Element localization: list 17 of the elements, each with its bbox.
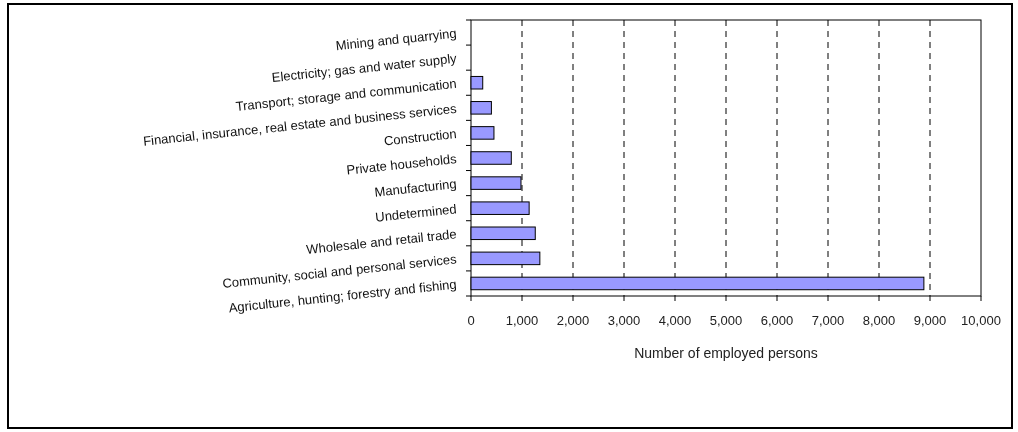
- y-tick-label: Mining and quarrying: [335, 25, 458, 54]
- y-tick-label: Manufacturing: [373, 176, 458, 200]
- x-tick-label: 10,000: [961, 313, 1001, 328]
- x-tick-label: 8,000: [862, 313, 896, 328]
- x-tick-label: 9,000: [913, 313, 947, 328]
- x-tick-label: 0: [467, 313, 475, 328]
- x-tick-label: 3,000: [607, 313, 641, 328]
- x-tick-label: 6,000: [760, 313, 794, 328]
- x-tick-label: 2,000: [556, 313, 590, 328]
- y-tick-label: Undetermined: [374, 201, 458, 225]
- x-tick-label: 1,000: [505, 313, 539, 328]
- y-tick-label: Construction: [383, 125, 458, 149]
- x-tick-label: 5,000: [709, 313, 743, 328]
- x-tick-label: 7,000: [811, 313, 845, 328]
- y-tick-label: Private households: [345, 151, 458, 178]
- x-tick-label: 4,000: [658, 313, 692, 328]
- x-axis-title: Number of employed persons: [634, 345, 818, 361]
